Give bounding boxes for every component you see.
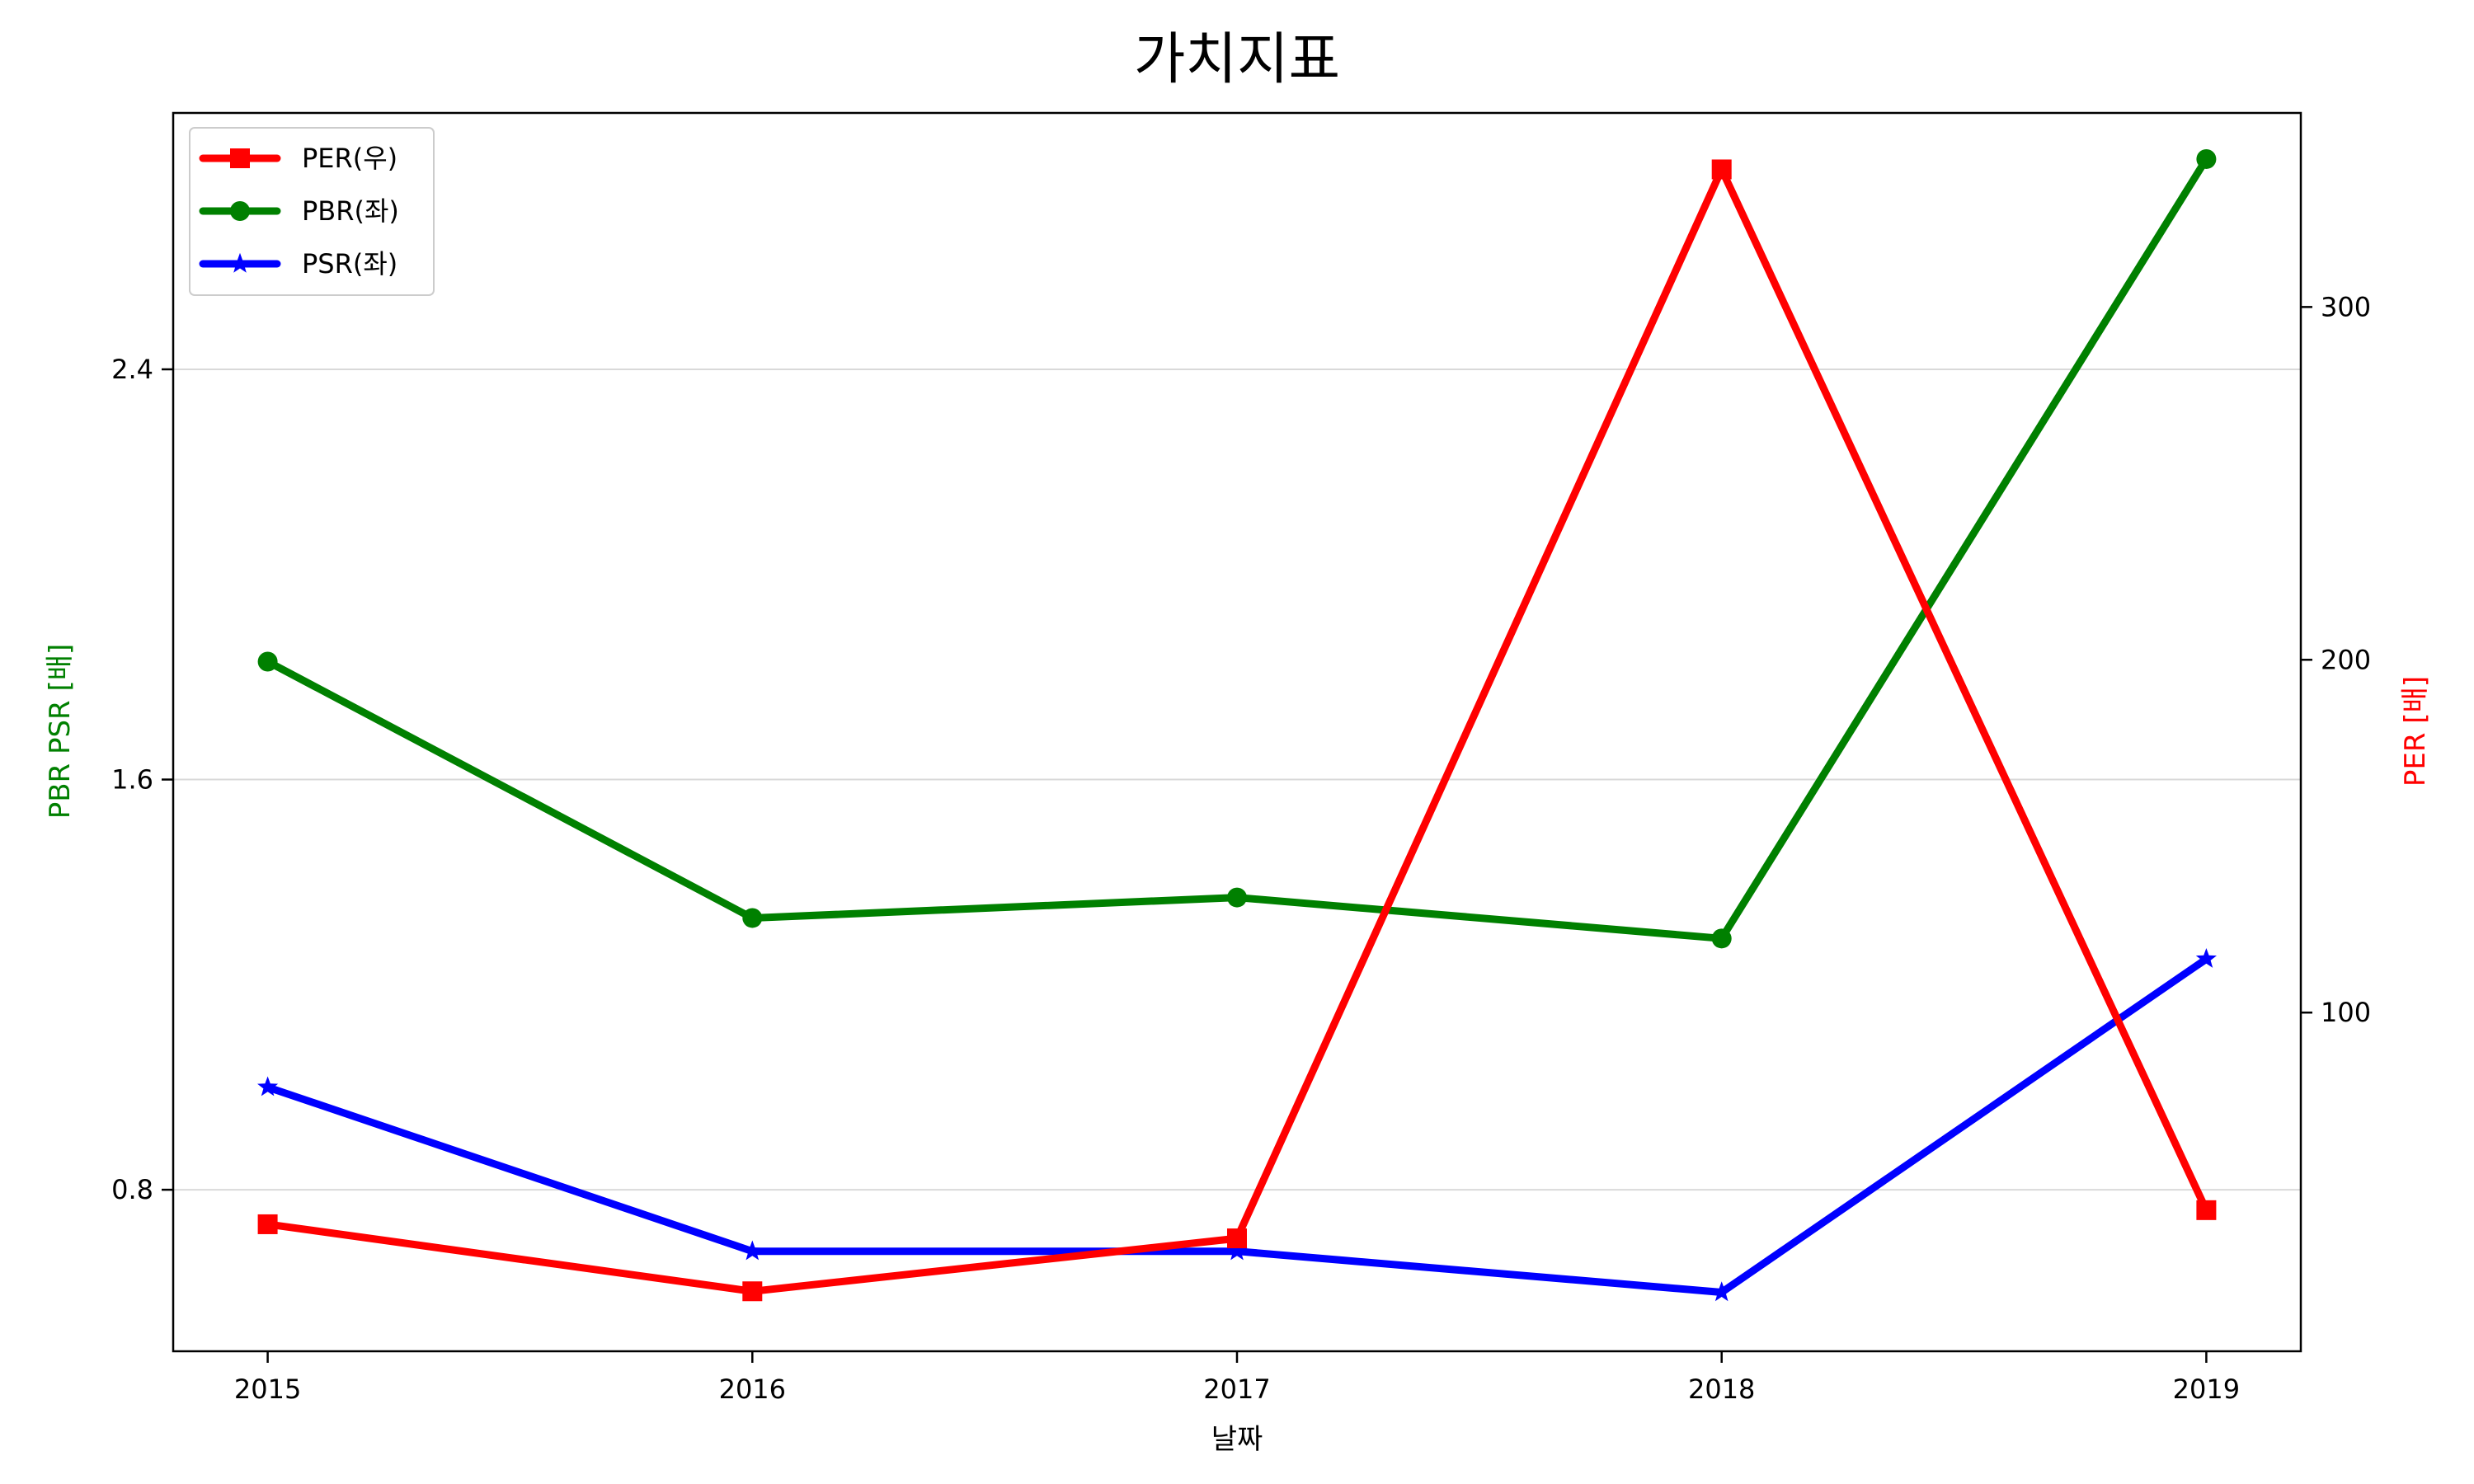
x-tick-label: 2016: [719, 1374, 786, 1405]
y-axis-right-title: PER [배]: [2399, 676, 2432, 787]
data-point: [257, 1076, 279, 1097]
legend-marker: [229, 252, 251, 273]
x-axis: 2015 2016 2017 2018 2019: [234, 1351, 2240, 1405]
y-left-tick-label: 2.4: [111, 354, 153, 385]
x-tick-label: 2015: [234, 1374, 301, 1405]
y-right-tick-label: 300: [2321, 291, 2371, 322]
data-point: [2196, 1200, 2217, 1220]
series-line: [264, 166, 2210, 1295]
series-lines: [257, 148, 2217, 1302]
data-point: [742, 1281, 763, 1302]
chart-title: 가치지표: [1134, 27, 1340, 92]
x-tick-label: 2018: [1688, 1374, 1755, 1405]
y-right-tick-label: 200: [2321, 644, 2371, 675]
legend-label: PSR(좌): [302, 248, 397, 279]
legend-label: PBR(좌): [302, 195, 399, 227]
y-axis-left-title: PBR PSR [배]: [44, 644, 77, 819]
data-point: [741, 1240, 763, 1261]
data-point: [2196, 148, 2217, 169]
y-left-tick-label: 1.6: [111, 764, 153, 796]
data-point: [1711, 159, 1732, 180]
legend-label: PER(우): [302, 143, 397, 174]
legend: PER(우) PBR(좌) PSR(좌): [189, 127, 435, 296]
y-axis-left: 0.8 1.6 2.4: [111, 354, 173, 1205]
y-left-tick-label: 0.8: [111, 1174, 153, 1205]
data-point: [1227, 1228, 1247, 1249]
y-axis-right: 100 200 300: [2301, 291, 2371, 1028]
data-point: [742, 908, 763, 928]
x-tick-label: 2017: [1203, 1374, 1270, 1405]
data-point: [257, 1214, 278, 1234]
x-axis-title: 날짜: [1211, 1423, 1263, 1456]
data-point: [1227, 887, 1247, 908]
data-point: [1711, 928, 1732, 949]
data-point: [1711, 1281, 1733, 1302]
data-point: [1226, 1240, 1248, 1261]
data-point: [257, 651, 278, 672]
series-line: [264, 155, 2210, 942]
x-tick-label: 2019: [2173, 1374, 2240, 1405]
legend-frame: [189, 127, 435, 296]
legend-marker: [230, 201, 250, 221]
data-point: [2195, 948, 2217, 968]
y-right-tick-label: 100: [2321, 997, 2371, 1028]
legend-marker: [230, 148, 250, 168]
gridlines: [173, 368, 2301, 1191]
